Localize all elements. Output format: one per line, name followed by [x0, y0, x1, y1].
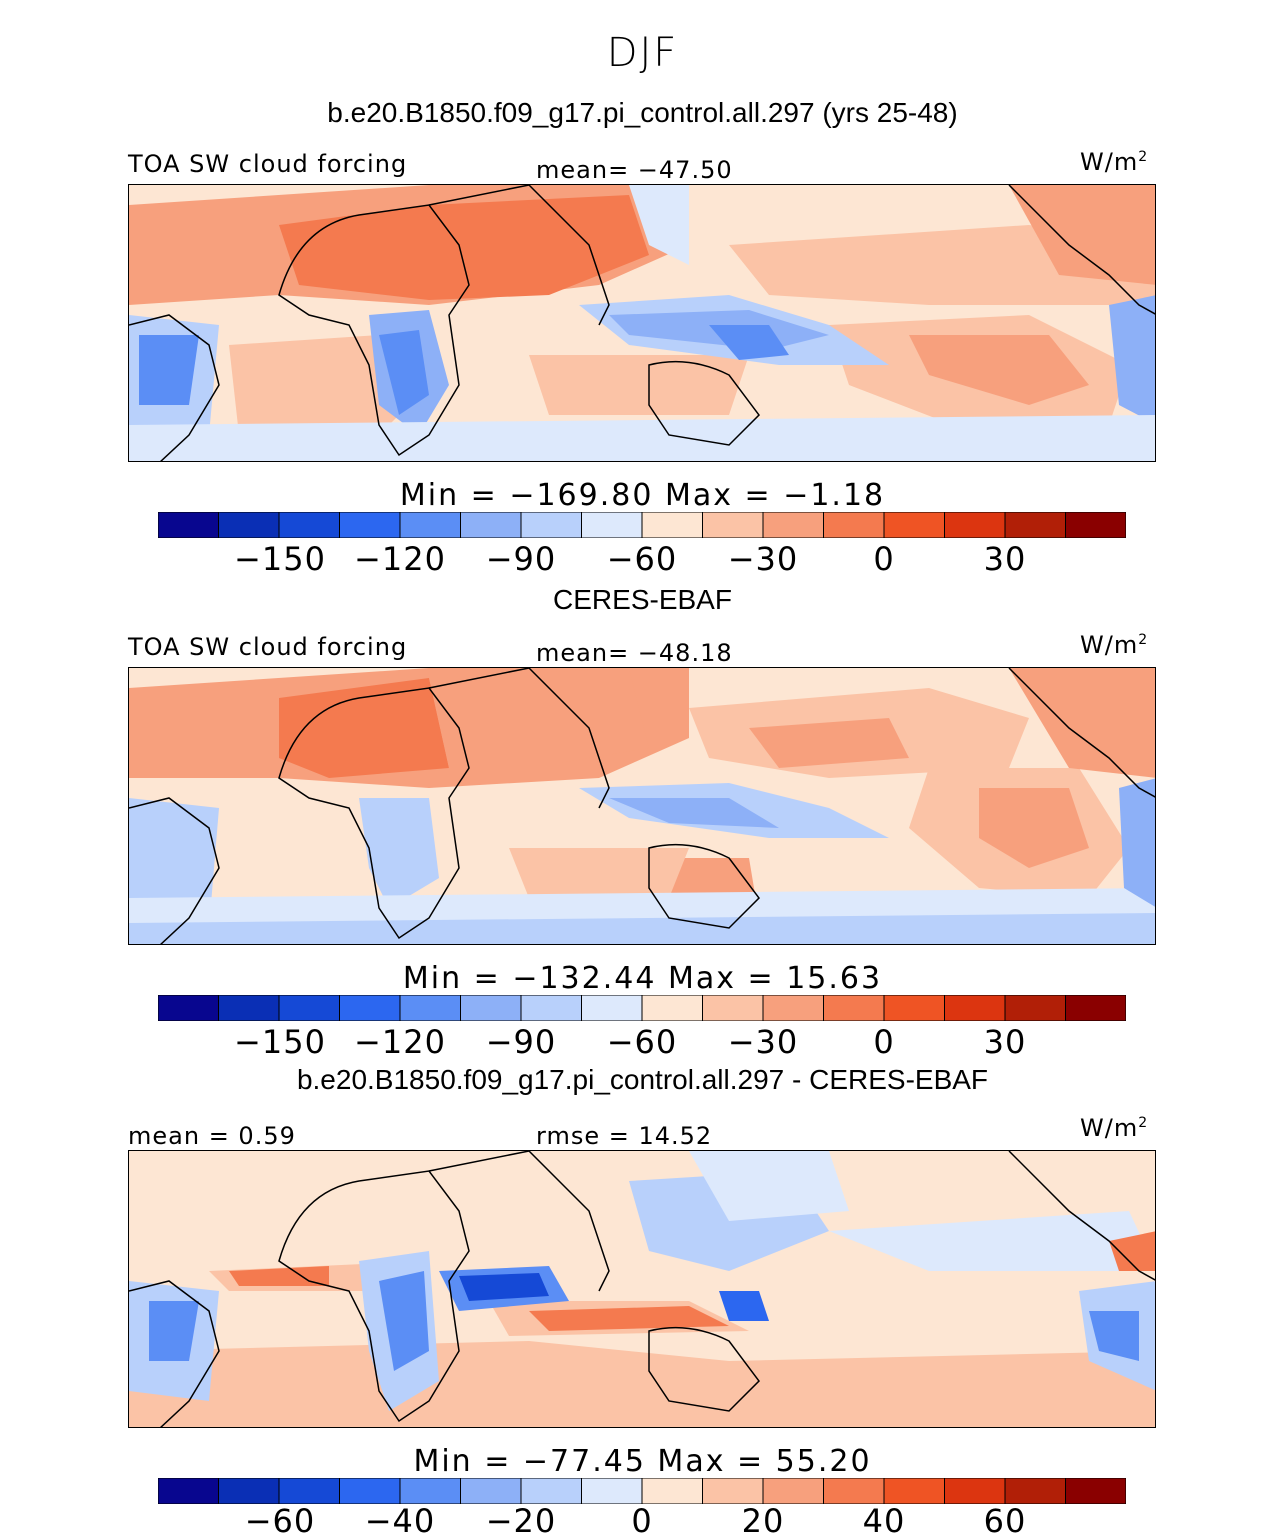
panel2-tick: −30 — [727, 1023, 799, 1061]
panel3-colorbar — [158, 1478, 1126, 1504]
colorbar-swatch — [158, 512, 219, 538]
colorbar-swatch — [520, 995, 582, 1021]
panel3-units: W/m2 — [1080, 1114, 1149, 1142]
panel1-variable-label: TOA SW cloud forcing — [128, 150, 408, 178]
colorbar-swatch — [762, 995, 824, 1021]
colorbar-swatch — [460, 995, 522, 1021]
panel3-rmse-label: rmse = 14.52 — [536, 1122, 713, 1150]
colorbar-swatch — [641, 512, 703, 538]
panel3-mean-label: mean = 0.59 — [128, 1122, 296, 1150]
colorbar-swatch — [278, 995, 340, 1021]
colorbar-swatch — [823, 512, 885, 538]
colorbar-swatch — [702, 995, 764, 1021]
colorbar-swatch — [339, 512, 401, 538]
colorbar-swatch — [158, 995, 219, 1021]
panel1-minmax: Min = −169.80 Max = −1.18 — [399, 478, 886, 513]
colorbar-swatch — [218, 995, 280, 1021]
panel2-title: CERES-EBAF — [553, 584, 732, 615]
panel2-tick: 0 — [873, 1023, 895, 1061]
colorbar-swatch — [823, 995, 885, 1021]
panel3-tick: 0 — [631, 1502, 653, 1540]
panel2-variable-label: TOA SW cloud forcing — [128, 633, 408, 661]
panel1-tick: −90 — [485, 540, 557, 578]
colorbar-swatch — [399, 512, 461, 538]
colorbar-swatch — [520, 512, 582, 538]
panel1-tick: −60 — [606, 540, 678, 578]
colorbar-swatch — [823, 1478, 885, 1504]
colorbar-swatch — [1004, 1478, 1066, 1504]
colorbar-swatch — [1004, 995, 1066, 1021]
panel2-minmax: Min = −132.44 Max = 15.63 — [402, 961, 883, 996]
panel1-units: W/m2 — [1080, 148, 1149, 176]
colorbar-swatch — [1065, 995, 1126, 1021]
panel3-tick: −60 — [244, 1502, 316, 1540]
colorbar-swatch — [581, 995, 643, 1021]
panel3-map — [128, 1150, 1156, 1428]
panel2-colorbar — [158, 995, 1126, 1021]
panel2-tick: −120 — [354, 1023, 446, 1061]
colorbar-swatch — [339, 1478, 401, 1504]
panel2-tick: −90 — [485, 1023, 557, 1061]
panel2-tick: 30 — [983, 1023, 1027, 1061]
colorbar-swatch — [702, 512, 764, 538]
colorbar-swatch — [158, 1478, 219, 1504]
panel3-tick: 20 — [741, 1502, 785, 1540]
panel3-tick: −40 — [364, 1502, 436, 1540]
panel1-colorbar — [158, 512, 1126, 538]
panel3-tick: 60 — [983, 1502, 1027, 1540]
colorbar-swatch — [702, 1478, 764, 1504]
colorbar-swatch — [399, 995, 461, 1021]
panel2-map — [128, 667, 1156, 945]
colorbar-swatch — [944, 512, 1006, 538]
colorbar-swatch — [641, 995, 703, 1021]
panel1-map — [128, 184, 1156, 462]
colorbar-swatch — [641, 1478, 703, 1504]
colorbar-swatch — [883, 1478, 945, 1504]
season-title: DJF — [606, 30, 679, 76]
colorbar-swatch — [218, 512, 280, 538]
colorbar-swatch — [762, 1478, 824, 1504]
panel3-title: b.e20.B1850.f09_g17.pi_control.all.297 -… — [296, 1064, 989, 1095]
panel1-mean-label: mean= −47.50 — [536, 156, 733, 184]
panel1-tick: −120 — [354, 540, 446, 578]
colorbar-swatch — [944, 995, 1006, 1021]
colorbar-swatch — [1004, 512, 1066, 538]
colorbar-swatch — [1065, 1478, 1126, 1504]
panel1-title: b.e20.B1850.f09_g17.pi_control.all.297 (… — [327, 97, 958, 128]
colorbar-swatch — [339, 995, 401, 1021]
colorbar-swatch — [581, 512, 643, 538]
colorbar-swatch — [520, 1478, 582, 1504]
panel1-tick: −30 — [727, 540, 799, 578]
panel3-tick: −20 — [485, 1502, 557, 1540]
colorbar-swatch — [944, 1478, 1006, 1504]
colorbar-swatch — [460, 1478, 522, 1504]
colorbar-swatch — [1065, 512, 1126, 538]
panel1-tick: 0 — [873, 540, 895, 578]
panel2-mean-label: mean= −48.18 — [536, 639, 733, 667]
panel2-units: W/m2 — [1080, 631, 1149, 659]
colorbar-swatch — [399, 1478, 461, 1504]
colorbar-swatch — [460, 512, 522, 538]
panel1-tick: 30 — [983, 540, 1027, 578]
colorbar-swatch — [218, 1478, 280, 1504]
panel2-tick: −60 — [606, 1023, 678, 1061]
panel2-tick: −150 — [234, 1023, 326, 1061]
panel3-minmax: Min = −77.45 Max = 55.20 — [413, 1444, 872, 1479]
panel1-tick: −150 — [234, 540, 326, 578]
colorbar-swatch — [883, 512, 945, 538]
panel3-tick: 40 — [862, 1502, 906, 1540]
colorbar-swatch — [762, 512, 824, 538]
colorbar-swatch — [278, 1478, 340, 1504]
colorbar-swatch — [581, 1478, 643, 1504]
colorbar-swatch — [278, 512, 340, 538]
colorbar-swatch — [883, 995, 945, 1021]
